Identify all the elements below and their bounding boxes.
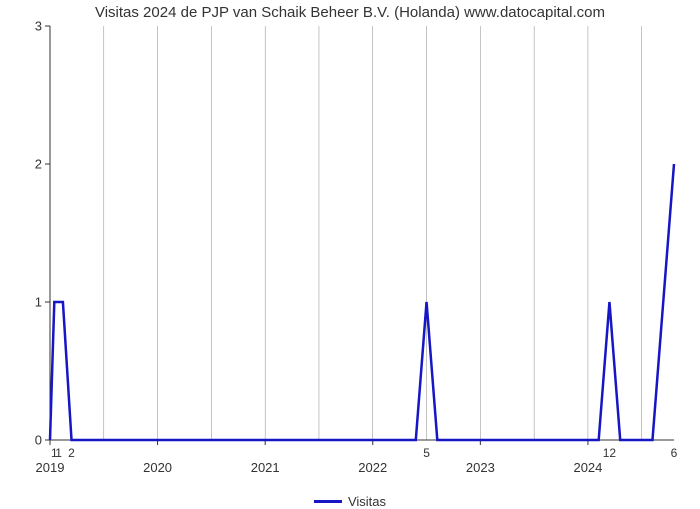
legend-label: Visitas <box>348 494 386 509</box>
data-point-label: 1 <box>55 446 62 460</box>
data-point-label: 12 <box>603 446 616 460</box>
legend: Visitas <box>314 494 386 509</box>
xtick-label: 2021 <box>251 460 280 475</box>
ytick-label: 3 <box>26 19 42 34</box>
xtick-label: 2020 <box>143 460 172 475</box>
legend-swatch <box>314 500 342 503</box>
ytick-label: 0 <box>26 433 42 448</box>
data-point-label: 5 <box>423 446 430 460</box>
ytick-label: 1 <box>26 295 42 310</box>
chart-title: Visitas 2024 de PJP van Schaik Beheer B.… <box>0 4 700 21</box>
xtick-label: 2023 <box>466 460 495 475</box>
xtick-label: 2019 <box>36 460 65 475</box>
chart-plot-area <box>50 26 674 440</box>
ytick-label: 2 <box>26 157 42 172</box>
data-point-label: 6 <box>671 446 678 460</box>
xtick-label: 2022 <box>358 460 387 475</box>
data-point-label: 2 <box>68 446 75 460</box>
chart-svg <box>50 26 674 440</box>
xtick-label: 2024 <box>573 460 602 475</box>
series-line-visitas <box>50 164 674 440</box>
